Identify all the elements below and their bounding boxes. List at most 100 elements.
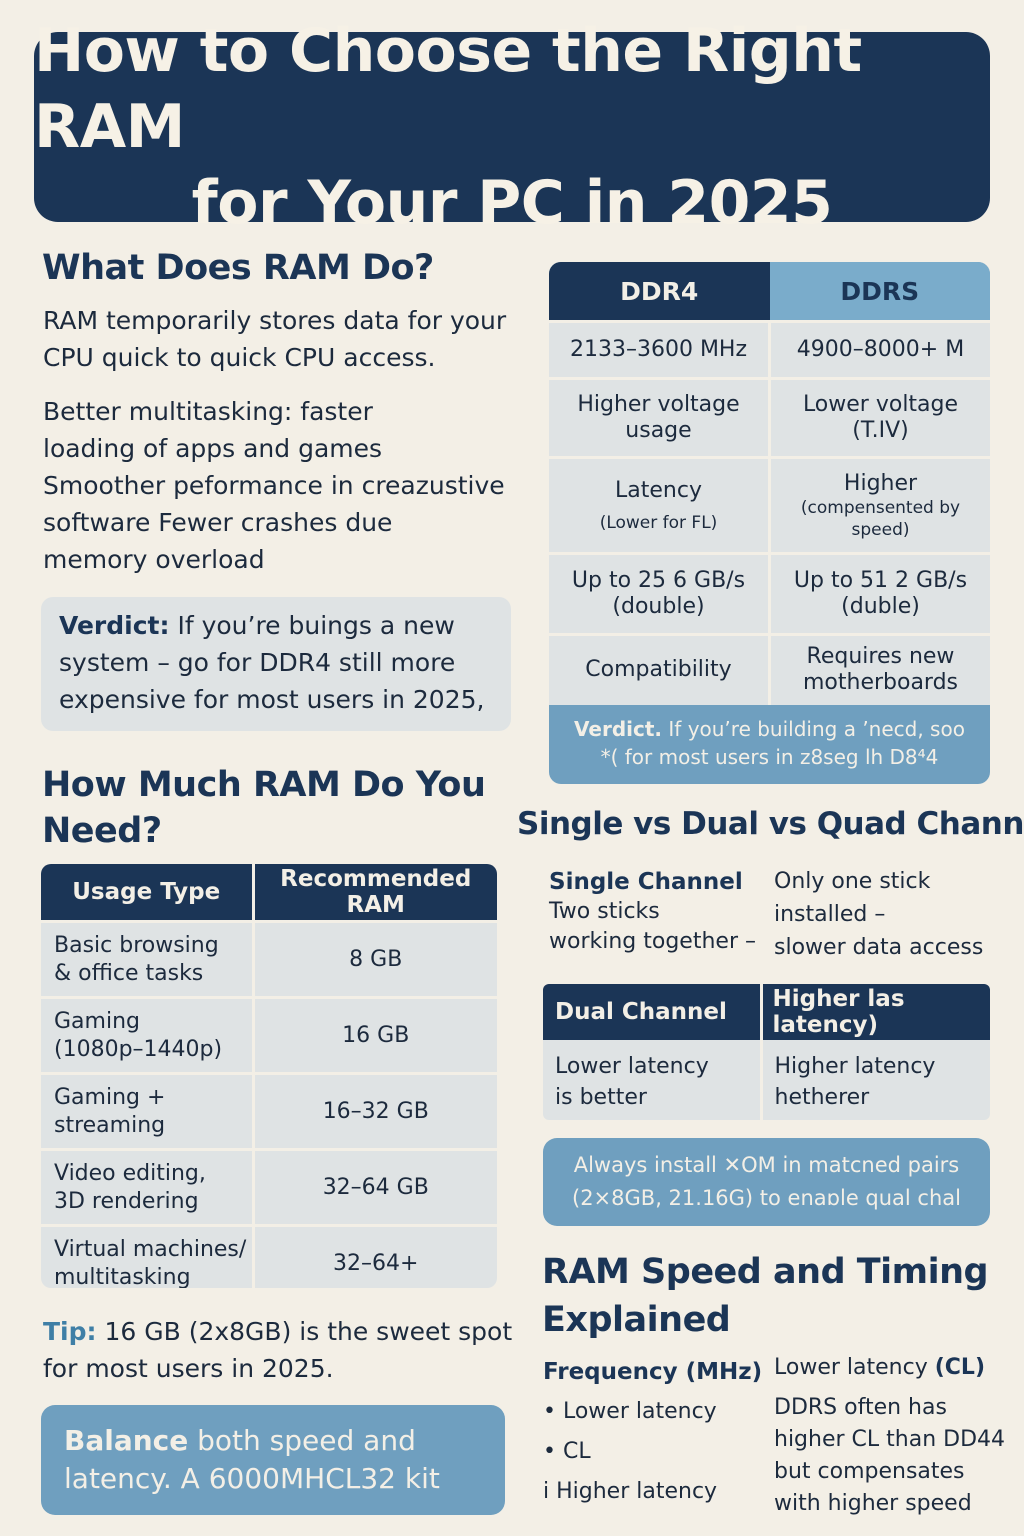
ddr-verdict-label: Verdict.: [574, 716, 663, 741]
balance-label: Balance: [64, 1424, 189, 1457]
ram-cell: 8 GB: [253, 920, 497, 998]
higher-latency-header: Higher las latency): [759, 984, 990, 1040]
ddr-verdict-line: *( for most users in z8seg lh D8⁴4: [600, 744, 939, 769]
ddr5-speed: 4900–8000+ M: [769, 320, 990, 379]
latency-block: Lower latency (CL) DDRS often has higher…: [774, 1352, 1005, 1520]
cell-note: (compensented by speed): [800, 497, 961, 540]
cell-line: Video editing,: [54, 1160, 206, 1186]
verdict-line: If you’re buings a new: [177, 611, 455, 640]
frequency-item: • Lower latency: [543, 1399, 717, 1424]
verdict-line: system – go for DDR4 still more: [59, 648, 456, 677]
ram-cell: 16–32 GB: [253, 1072, 497, 1150]
benefit-line: software Fewer crashes due: [43, 508, 393, 537]
single-right-line: installed –: [774, 902, 886, 927]
benefits-list: Better multitasking: faster loading of a…: [43, 393, 523, 578]
ddr4-speed: 2133–3600 MHz: [549, 320, 771, 379]
cell-line: Latency: [615, 477, 702, 503]
cell-line: hetherer: [774, 1085, 870, 1110]
latency-label: (CL): [934, 1355, 985, 1380]
ram-cell: 32–64 GB: [253, 1148, 497, 1226]
verdict-line: expensive for most users in 2025,: [59, 685, 485, 714]
cell-line: (1080p–1440p): [54, 1036, 223, 1062]
page-title-line-1: How to Choose the Right RAM: [34, 16, 862, 162]
table-row: Virtual machines/multitasking 32–64+: [41, 1224, 497, 1289]
latency-line: DDRS often has: [774, 1395, 947, 1420]
cell-line: Gaming +: [54, 1084, 166, 1110]
ddr5-latency: Higher (compensented by speed): [769, 456, 990, 554]
what-does-ram-heading: What Does RAM Do?: [42, 248, 434, 288]
recommended-ram-header: Recommended RAM: [251, 864, 497, 922]
tip-line: 16 GB (2x8GB) is the sweet spot: [104, 1317, 513, 1346]
cell-line: Basic browsing: [54, 932, 219, 958]
latency-line: with higher speed: [774, 1491, 972, 1516]
heading-line: RAM Speed and Timing: [542, 1252, 989, 1292]
cell-line: Higher: [843, 470, 918, 496]
benefit-line: memory overload: [43, 545, 265, 574]
cell-line: & office tasks: [54, 960, 204, 986]
intro-line: CPU quick to quick CPU access.: [43, 343, 436, 372]
usage-cell: Virtual machines/multitasking: [41, 1224, 255, 1289]
cell-line: Virtual machines/: [54, 1236, 247, 1262]
ddr5-bandwidth: Up to 51 2 GB/s (duble): [769, 552, 990, 635]
ddr5-voltage: Lower voltage (T.IV): [769, 377, 990, 458]
higher-latency-cell: Higher latency hetherer: [759, 1040, 990, 1120]
cell-line: multitasking: [54, 1264, 191, 1289]
frequency-label: Frequency (MHz): [543, 1359, 763, 1385]
verdict-box: Verdict: If you’re buings a new system –…: [41, 597, 511, 731]
usage-cell: Gaming + streaming: [41, 1072, 255, 1150]
ddr5-header: DDRS: [769, 262, 990, 322]
ddr-verdict: Verdict. If you’re building a ’necd, soo…: [549, 705, 990, 771]
frequency-item: i Higher latency: [543, 1479, 718, 1504]
single-desc-line: working together –: [549, 929, 756, 954]
ddr5-compatibility: Requires new motherboards: [769, 633, 990, 705]
benefit-line: Better multitasking: faster: [43, 397, 373, 426]
cell-line: Up to 51 2 GB/s: [793, 568, 968, 593]
cell-note: (Lower for FL): [599, 512, 718, 533]
cell-line: Higher latency: [774, 1054, 936, 1079]
single-right-line: Only one stick: [774, 869, 931, 894]
cell-line: Up to 25 6 GB/s: [571, 568, 746, 593]
ddr4-header: DDR4: [549, 262, 770, 322]
usage-cell: Gaming (1080p–1440p): [41, 996, 255, 1074]
ram-cell: 16 GB: [253, 996, 497, 1074]
cell-line: Requires new: [806, 644, 955, 670]
ddr-verdict-line: If you’re building a ’necd, soo: [668, 716, 965, 741]
cell-line: Gaming: [54, 1008, 140, 1034]
frequency-item: • CL: [543, 1439, 591, 1464]
single-desc-line: Two sticks: [549, 899, 660, 924]
benefit-line: Smoother peformance in creazustive: [43, 471, 505, 500]
balance-line: latency. A 6000MHCL32 kit: [64, 1462, 440, 1495]
intro-line: RAM temporarily stores data for your: [43, 306, 507, 335]
tip-line: for most users in 2025.: [43, 1354, 334, 1383]
usage-cell: Video editing, 3D rendering: [41, 1148, 255, 1226]
ram-cell: 32–64+: [253, 1224, 497, 1288]
speed-heading: RAM Speed and Timing Explained: [542, 1248, 989, 1344]
table-row: Gaming + streaming 16–32 GB: [41, 1072, 497, 1150]
table-row: Gaming (1080p–1440p) 16 GB: [41, 996, 497, 1074]
cell-line: is better: [555, 1085, 647, 1110]
ddr4-latency: Latency (Lower for FL): [549, 456, 771, 554]
cell-line: Lower voltage: [802, 392, 959, 417]
dual-channel-header: Dual Channel: [543, 984, 761, 1040]
cell-line: usage: [625, 418, 692, 443]
heading-line: How Much RAM Do You: [42, 765, 486, 805]
what-does-intro: RAM temporarily stores data for your CPU…: [43, 302, 513, 376]
ddr-comparison-table: DDR4 DDRS 2133–3600 MHz 4900–8000+ M Hig…: [549, 262, 990, 784]
frequency-block: Frequency (MHz) • Lower latency • CL i H…: [543, 1352, 762, 1512]
verdict-label: Verdict:: [59, 611, 170, 640]
heading-line: Explained: [542, 1300, 731, 1340]
heading-line: Need?: [42, 811, 162, 851]
ddr4-bandwidth: Up to 25 6 GB/s (double): [549, 552, 771, 635]
single-right-line: slower data access: [774, 935, 984, 960]
ram-needs-table: Usage Type Recommended RAM Basic browsin…: [41, 864, 497, 1288]
matched-pairs-note: Always install ✕OM in matcned pairs (2×8…: [543, 1138, 990, 1226]
title-banner: How to Choose the Right RAM for Your PC …: [34, 16, 990, 238]
single-channel-right: Only one stick installed – slower data a…: [774, 865, 983, 964]
cell-line: Higher voltage: [577, 392, 740, 417]
how-much-heading: How Much RAM Do You Need?: [42, 762, 486, 854]
latency-line: but compensates: [774, 1459, 965, 1484]
balance-box: Balance both speed and latency. A 6000MH…: [41, 1405, 505, 1515]
table-row: Video editing, 3D rendering 32–64 GB: [41, 1148, 497, 1226]
cell-line: (double): [612, 594, 705, 619]
ddr4-compatibility: Compatibility: [549, 633, 771, 705]
